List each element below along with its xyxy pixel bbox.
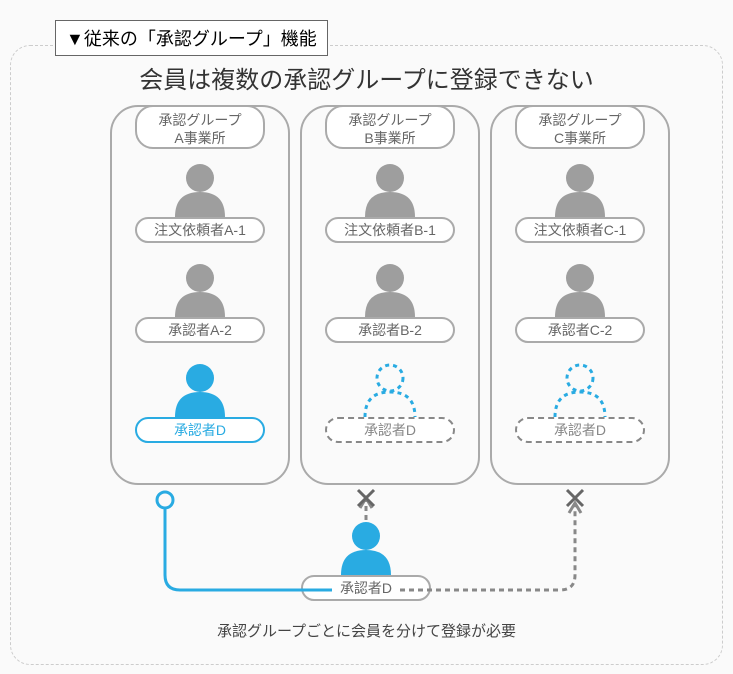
group-c-header: 承認グループ C事業所 (515, 105, 645, 149)
group-a-label-3: 承認者D (135, 417, 265, 443)
group-b-label-2: 承認者B-2 (325, 317, 455, 343)
group-a-title-l2: A事業所 (174, 130, 225, 146)
person-icon (165, 362, 235, 417)
group-a-title-l1: 承認グループ (158, 112, 241, 128)
group-c-title-l1: 承認グループ (538, 112, 621, 128)
group-box-a: 承認グループ A事業所 注文依頼者A-1 承認者A-2 承認者D (110, 105, 290, 485)
group-b-label-3: 承認者D (325, 417, 455, 443)
diagram-canvas: ▼従来の「承認グループ」機能 会員は複数の承認グループに登録できない 承認グルー… (0, 0, 733, 674)
person-icon (165, 262, 235, 317)
group-b-title-l1: 承認グループ (348, 112, 431, 128)
group-b-label-1: 注文依頼者B-1 (325, 217, 455, 243)
person-icon (355, 262, 425, 317)
group-box-c: 承認グループ C事業所 注文依頼者C-1 承認者C-2 承認者D (490, 105, 670, 485)
subtitle-text: 会員は複数の承認グループに登録できない (0, 60, 733, 95)
group-c-title-l2: C事業所 (554, 130, 606, 146)
person-icon (545, 362, 615, 417)
group-a-label-1: 注文依頼者A-1 (135, 217, 265, 243)
person-icon (331, 520, 401, 575)
bottom-caption: 承認グループごとに会員を分けて登録が必要 (0, 620, 733, 641)
group-c-label-3: 承認者D (515, 417, 645, 443)
group-a-header: 承認グループ A事業所 (135, 105, 265, 149)
person-icon (545, 262, 615, 317)
group-c-label-1: 注文依頼者C-1 (515, 217, 645, 243)
group-box-b: 承認グループ B事業所 注文依頼者B-1 承認者B-2 承認者D (300, 105, 480, 485)
group-b-title-l2: B事業所 (364, 130, 415, 146)
bottom-person-label: 承認者D (301, 575, 431, 601)
person-icon (165, 162, 235, 217)
person-icon (545, 162, 615, 217)
group-a-label-2: 承認者A-2 (135, 317, 265, 343)
group-b-header: 承認グループ B事業所 (325, 105, 455, 149)
person-icon (355, 162, 425, 217)
group-c-label-2: 承認者C-2 (515, 317, 645, 343)
header-tab: ▼従来の「承認グループ」機能 (55, 20, 328, 56)
person-icon (355, 362, 425, 417)
